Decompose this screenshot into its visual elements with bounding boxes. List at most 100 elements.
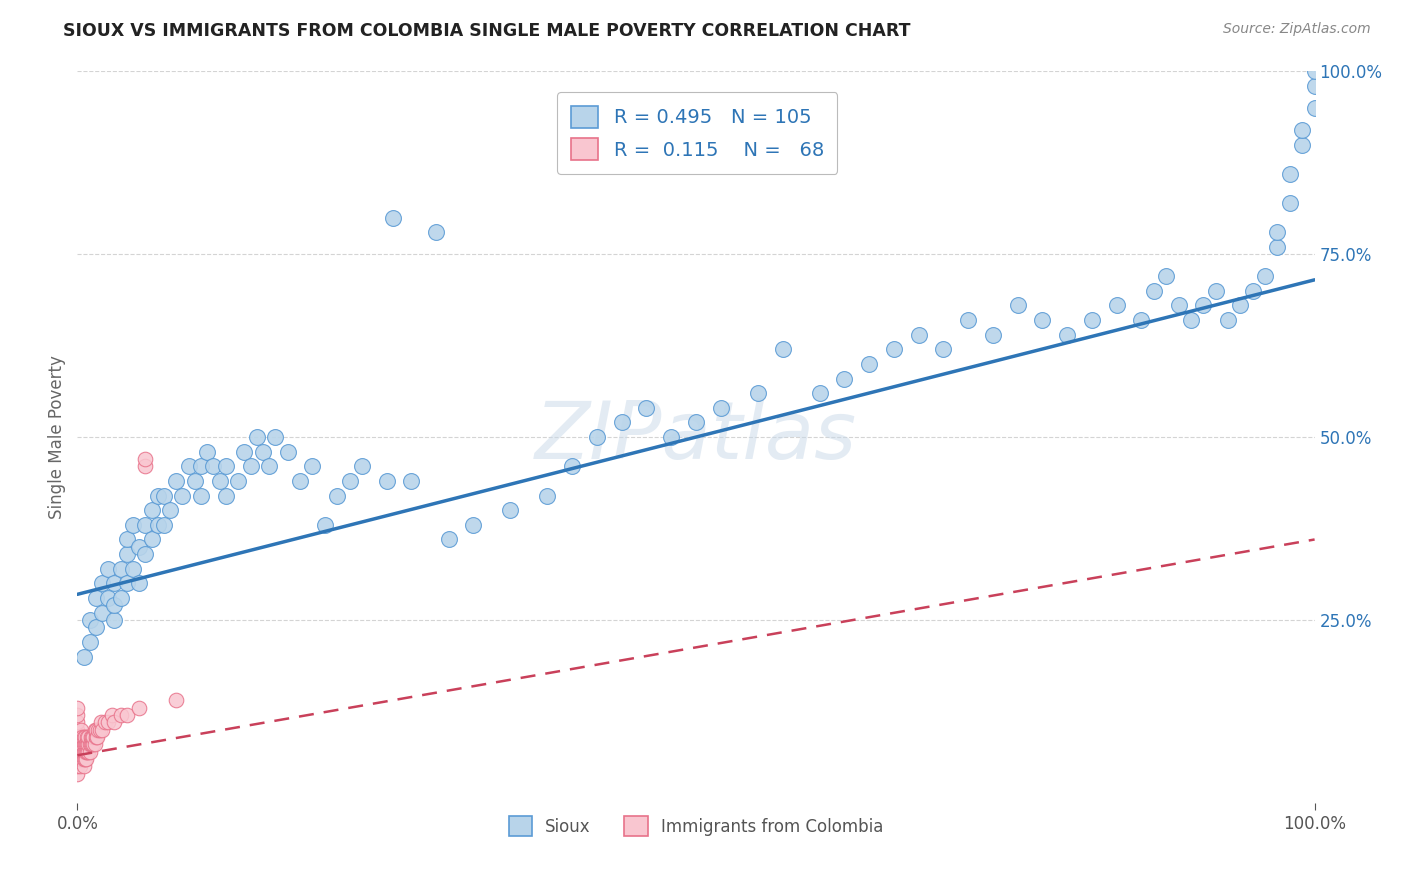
Point bbox=[83, 723, 105, 737]
Point bbox=[932, 343, 955, 357]
Point bbox=[66, 766, 89, 780]
Point bbox=[72, 649, 94, 664]
Point bbox=[72, 730, 94, 744]
Point bbox=[93, 715, 115, 730]
Point bbox=[103, 576, 125, 591]
Point bbox=[128, 576, 150, 591]
Point bbox=[195, 444, 218, 458]
Point bbox=[103, 599, 125, 613]
Point bbox=[772, 343, 794, 357]
Point bbox=[70, 730, 93, 744]
Point bbox=[84, 591, 107, 605]
Point bbox=[91, 723, 114, 737]
Point bbox=[1267, 240, 1289, 254]
Point bbox=[122, 562, 145, 576]
Point bbox=[134, 452, 156, 467]
Point bbox=[77, 730, 100, 744]
Point bbox=[288, 474, 311, 488]
Point bbox=[858, 357, 880, 371]
Point bbox=[165, 693, 187, 707]
Point bbox=[1291, 137, 1313, 152]
Point bbox=[1278, 167, 1301, 181]
Point bbox=[1303, 101, 1326, 115]
Point bbox=[122, 517, 145, 532]
Point bbox=[66, 715, 89, 730]
Point bbox=[89, 723, 111, 737]
Point bbox=[82, 737, 104, 751]
Point bbox=[83, 737, 105, 751]
Point bbox=[84, 723, 107, 737]
Point bbox=[128, 540, 150, 554]
Point bbox=[215, 459, 238, 474]
Point bbox=[72, 752, 94, 766]
Point bbox=[72, 752, 94, 766]
Point bbox=[87, 723, 110, 737]
Point bbox=[190, 489, 212, 503]
Point bbox=[659, 430, 682, 444]
Point bbox=[134, 547, 156, 561]
Point bbox=[685, 416, 707, 430]
Point bbox=[72, 745, 94, 759]
Point bbox=[75, 737, 97, 751]
Point bbox=[883, 343, 905, 357]
Point bbox=[69, 759, 91, 773]
Point bbox=[80, 730, 103, 744]
Point bbox=[233, 444, 256, 458]
Point bbox=[957, 313, 980, 327]
Text: Source: ZipAtlas.com: Source: ZipAtlas.com bbox=[1223, 22, 1371, 37]
Point bbox=[499, 503, 522, 517]
Point bbox=[115, 547, 138, 561]
Point bbox=[103, 715, 125, 730]
Point bbox=[1167, 298, 1189, 312]
Point bbox=[1291, 123, 1313, 137]
Point bbox=[84, 620, 107, 634]
Point bbox=[134, 459, 156, 474]
Point bbox=[246, 430, 269, 444]
Point bbox=[1241, 284, 1264, 298]
Point bbox=[97, 591, 120, 605]
Point bbox=[561, 459, 583, 474]
Point bbox=[636, 401, 658, 415]
Point bbox=[72, 730, 94, 744]
Point bbox=[1056, 327, 1078, 342]
Point bbox=[70, 752, 93, 766]
Point bbox=[72, 759, 94, 773]
Point bbox=[73, 730, 96, 744]
Point bbox=[536, 489, 558, 503]
Point bbox=[80, 737, 103, 751]
Point bbox=[115, 533, 138, 547]
Point bbox=[1303, 64, 1326, 78]
Point bbox=[1130, 313, 1153, 327]
Point bbox=[141, 503, 163, 517]
Legend: Sioux, Immigrants from Colombia: Sioux, Immigrants from Colombia bbox=[499, 806, 893, 846]
Point bbox=[91, 576, 114, 591]
Point bbox=[907, 327, 929, 342]
Point bbox=[75, 752, 97, 766]
Point bbox=[69, 745, 91, 759]
Point bbox=[82, 730, 104, 744]
Point bbox=[76, 730, 98, 744]
Point bbox=[66, 708, 89, 723]
Point bbox=[165, 474, 187, 488]
Point bbox=[153, 489, 176, 503]
Point bbox=[77, 737, 100, 751]
Point bbox=[326, 489, 349, 503]
Point bbox=[350, 459, 373, 474]
Point bbox=[110, 591, 132, 605]
Point bbox=[1105, 298, 1128, 312]
Point bbox=[79, 613, 101, 627]
Point bbox=[1278, 196, 1301, 211]
Point bbox=[226, 474, 249, 488]
Point bbox=[90, 715, 112, 730]
Point bbox=[115, 576, 138, 591]
Point bbox=[141, 533, 163, 547]
Point bbox=[153, 517, 176, 532]
Point bbox=[66, 752, 89, 766]
Point bbox=[1229, 298, 1251, 312]
Text: SIOUX VS IMMIGRANTS FROM COLOMBIA SINGLE MALE POVERTY CORRELATION CHART: SIOUX VS IMMIGRANTS FROM COLOMBIA SINGLE… bbox=[63, 22, 911, 40]
Point bbox=[1216, 313, 1239, 327]
Point bbox=[1031, 313, 1053, 327]
Point bbox=[66, 730, 89, 744]
Point bbox=[79, 745, 101, 759]
Point bbox=[66, 737, 89, 751]
